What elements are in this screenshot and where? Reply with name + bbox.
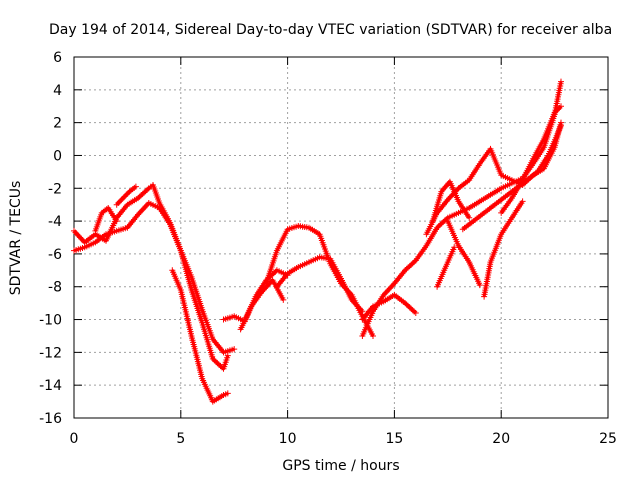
y-tick-label: -6 — [48, 247, 62, 263]
x-tick-label: 15 — [385, 431, 403, 447]
series-markers — [92, 205, 120, 234]
y-tick-label: -14 — [39, 378, 62, 394]
y-tick-label: 6 — [53, 50, 62, 66]
y-tick-label: 2 — [53, 116, 62, 132]
series-markers — [71, 200, 238, 356]
series-trace-11 — [359, 291, 419, 323]
x-tick-label: 20 — [492, 431, 510, 447]
y-tick-label: -8 — [48, 280, 62, 296]
x-axis: 0 5 10 15 20 25 — [70, 57, 617, 447]
series-trace-2 — [71, 200, 238, 356]
series-markers — [113, 183, 139, 208]
x-axis-label: GPS time / hours — [282, 458, 399, 474]
series-trace-4 — [113, 183, 139, 208]
series-line — [72, 183, 230, 371]
series-markers — [359, 291, 419, 323]
series-markers — [498, 103, 564, 216]
series-trace-3 — [92, 205, 120, 234]
series-trace-9 — [273, 254, 366, 315]
series-trace-14 — [434, 244, 458, 290]
series-trace-5 — [169, 267, 231, 405]
y-tick-label: 4 — [53, 83, 62, 99]
series-trace-18 — [498, 103, 564, 216]
series-markers — [169, 267, 231, 405]
series-line — [482, 200, 524, 297]
series-trace-17 — [481, 198, 526, 300]
y-tick-label: -2 — [48, 181, 62, 197]
x-tick-label: 5 — [176, 431, 185, 447]
y-axis-label: SDTVAR / TECUs — [8, 181, 24, 296]
series-markers — [429, 178, 473, 225]
series-markers — [237, 277, 287, 333]
plot-frame — [73, 56, 609, 419]
series-markers — [434, 244, 458, 290]
series-trace-15 — [444, 218, 483, 289]
series-line — [275, 255, 364, 313]
x-tick-label: 25 — [599, 431, 617, 447]
y-tick-label: -10 — [39, 313, 62, 329]
series-trace-16 — [459, 122, 564, 233]
chart-title: Day 194 of 2014, Sidereal Day-to-day VTE… — [49, 22, 612, 38]
grid — [74, 57, 608, 418]
y-tick-label: 0 — [53, 148, 62, 164]
y-tick-label: -4 — [48, 214, 62, 230]
data-series — [71, 78, 564, 405]
x-tick-label: 10 — [279, 431, 297, 447]
series-markers — [273, 254, 366, 315]
y-tick-label: -16 — [39, 411, 62, 427]
series-markers — [481, 198, 526, 300]
y-tick-label: -12 — [39, 345, 62, 361]
y-axis: -16 -14 -12 -10 -8 -6 -4 -2 0 2 4 6 — [39, 50, 608, 427]
series-trace-13 — [429, 178, 473, 225]
series-trace-1 — [71, 182, 231, 372]
series-markers — [444, 218, 483, 289]
x-tick-label: 0 — [70, 431, 79, 447]
